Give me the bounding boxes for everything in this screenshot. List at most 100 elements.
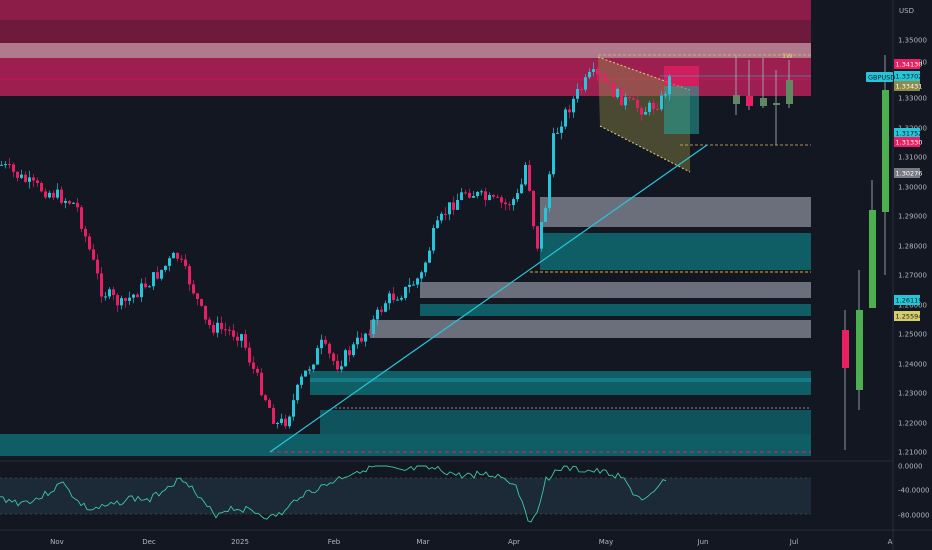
candle-body	[592, 69, 595, 72]
price-tag-label: 1.30276	[896, 170, 923, 178]
candle-body	[128, 297, 131, 301]
weekly-candle	[869, 210, 876, 308]
candle-body	[604, 76, 607, 83]
timeframe-marker: 1W	[782, 52, 793, 60]
weekly-candle	[842, 330, 849, 368]
candle-body	[92, 249, 95, 260]
rsi-axis-label: -80.0000	[898, 512, 929, 520]
price-axis-label: 1.26000	[898, 302, 927, 310]
candle-body	[280, 418, 283, 423]
rsi-axis: 0.0000 -40.0000 -80.0000	[898, 463, 929, 520]
candle-body	[188, 266, 191, 285]
grey-zone-1	[540, 197, 811, 227]
candle-body	[608, 82, 611, 84]
candle-body	[108, 289, 111, 297]
candle-body	[276, 422, 279, 424]
candle-body	[124, 298, 127, 301]
candle-body	[256, 368, 259, 373]
zone-layer	[0, 0, 811, 456]
price-axis-label: 1.24000	[898, 361, 927, 369]
candle-body	[648, 102, 651, 112]
price-tag	[894, 81, 920, 91]
candle-body	[544, 208, 547, 222]
candle-body	[620, 88, 623, 106]
candle-body	[508, 204, 511, 206]
price-axis-label: 1.22000	[898, 420, 927, 428]
candle-body	[348, 350, 351, 356]
rsi-band	[0, 478, 811, 514]
candle-body	[552, 133, 555, 175]
candle-body	[536, 226, 539, 249]
levels-layer	[270, 54, 811, 453]
candle-body	[112, 289, 115, 296]
candle-body	[140, 283, 143, 298]
rsi-pane[interactable]	[0, 465, 811, 523]
candle-body	[668, 76, 671, 95]
candle-body	[300, 376, 303, 385]
candle-body	[388, 293, 391, 304]
weekly-candle	[760, 98, 767, 106]
candle-body	[24, 174, 27, 182]
candle-body	[200, 299, 203, 306]
candle-body	[360, 337, 363, 342]
candle-body	[160, 269, 163, 279]
candle-body	[136, 294, 139, 298]
price-tag-label: 1.34130	[896, 61, 923, 69]
candle-body	[496, 196, 499, 198]
candle-body	[176, 252, 179, 259]
weekly-candle	[733, 95, 740, 104]
symbol-tag	[866, 72, 893, 82]
candle-body	[324, 339, 327, 344]
rsi-line	[0, 465, 667, 523]
candle-body	[368, 333, 371, 335]
weekly-candle	[746, 96, 753, 106]
candle-body	[436, 220, 439, 229]
currency-label: USD	[899, 7, 914, 15]
candle-body	[468, 192, 471, 198]
candle-body	[464, 192, 467, 194]
candle-body	[44, 191, 47, 198]
time-axis[interactable]: Nov Dec 2025 Feb Mar Apr May Jun Jul A	[50, 538, 892, 546]
candle-body	[380, 309, 383, 312]
candle-body	[68, 200, 71, 204]
candle-body	[332, 353, 335, 361]
candle-body	[152, 272, 155, 287]
candle-body	[376, 309, 379, 320]
rising-trendline[interactable]	[269, 144, 708, 453]
candle-body	[408, 284, 411, 287]
candle-body	[312, 364, 315, 370]
candle-body	[168, 258, 171, 266]
candle-body	[8, 164, 11, 166]
price-axis-label: 1.28000	[898, 243, 927, 251]
candle-body	[304, 370, 307, 377]
candle-body	[420, 272, 423, 279]
candle-body	[32, 177, 35, 181]
time-axis-label: Apr	[508, 538, 520, 546]
price-tag-label: 1.31330	[896, 139, 923, 147]
price-axis-label: 1.25000	[898, 331, 927, 339]
candle-body	[556, 132, 559, 134]
candle-body	[156, 272, 159, 279]
price-tag	[894, 71, 920, 81]
candle-body	[344, 350, 347, 367]
candle-body	[192, 284, 195, 294]
candle-body	[504, 202, 507, 205]
candle-body	[580, 89, 583, 91]
candle-body	[392, 293, 395, 301]
candle-body	[616, 88, 619, 98]
candle-body	[384, 303, 387, 312]
candle-body	[148, 286, 151, 288]
candle-body	[476, 191, 479, 197]
candle-body	[452, 202, 455, 210]
candle-body	[72, 202, 75, 204]
candle-body	[500, 197, 503, 203]
candle-body	[660, 95, 663, 110]
candle-body	[144, 283, 147, 288]
grey-zone-3	[370, 320, 811, 338]
candle-body	[488, 195, 491, 200]
candle-body	[588, 71, 591, 78]
grey-zone-2	[420, 282, 811, 298]
time-axis-label: May	[599, 538, 613, 546]
candle-body	[568, 109, 571, 113]
